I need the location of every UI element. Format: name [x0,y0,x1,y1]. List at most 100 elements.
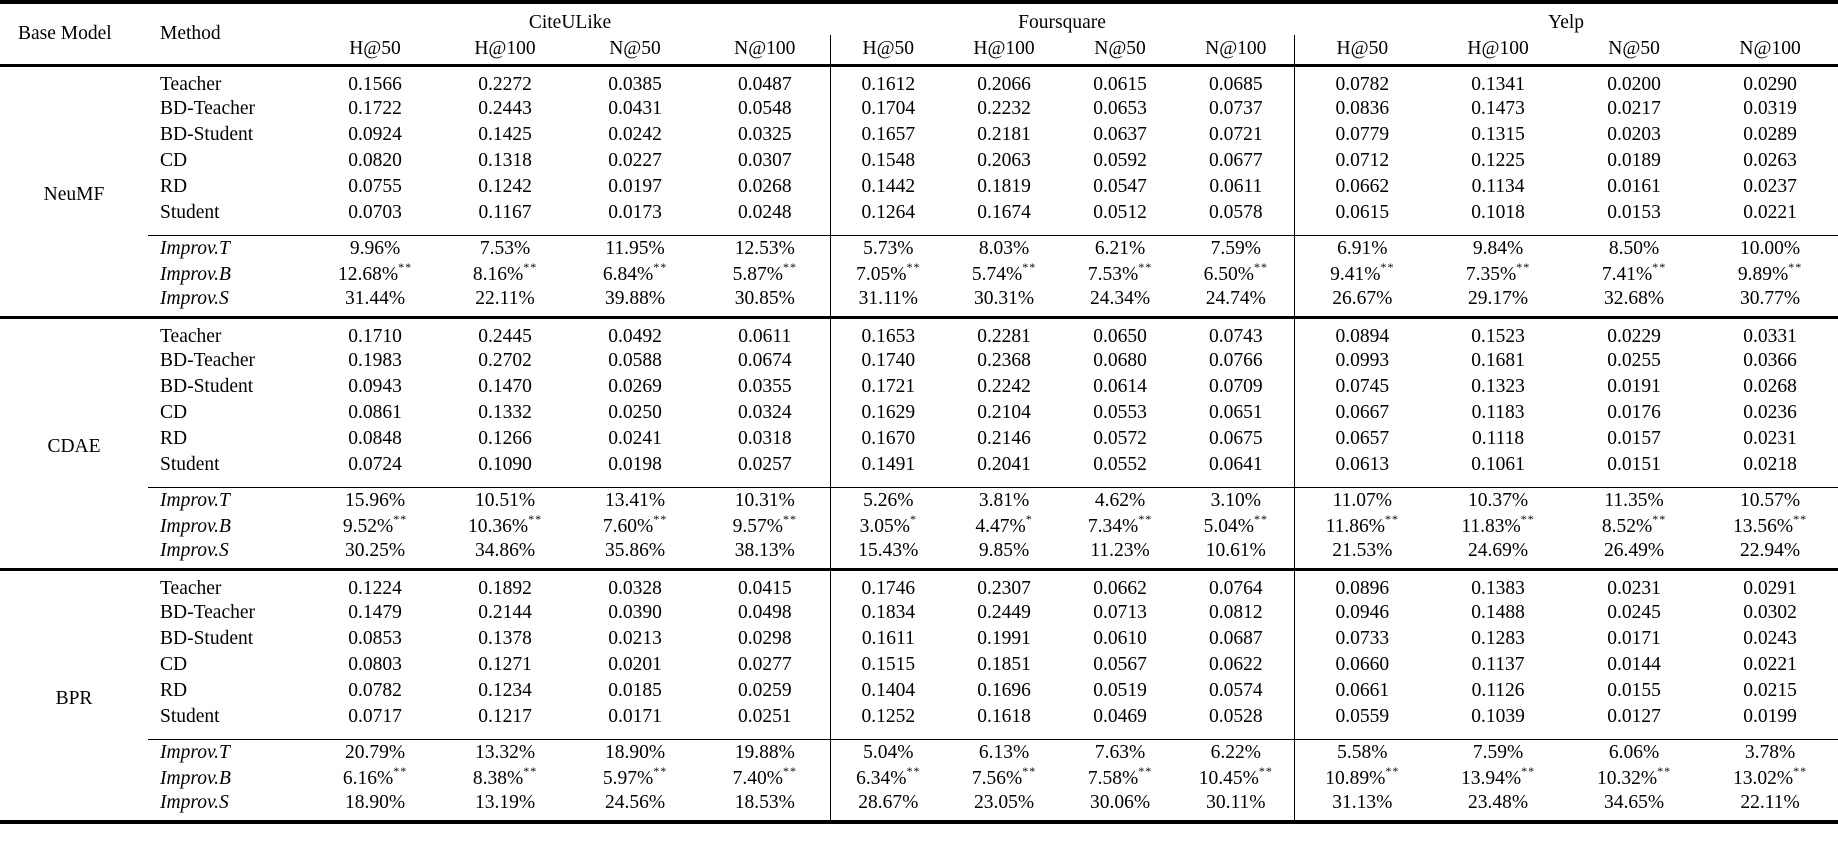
value-cell: 5.87%** [732,260,797,285]
method-label: CD [160,653,188,675]
significance-marker: ** [1657,764,1672,778]
value-cell: 3.05%* [829,512,947,540]
table-row: RD 0.0755 0.1242 0.0197 0.0268 0.1442 0.1819 0.… [0,173,1838,200]
header-group-citeulike: CiteULike [528,12,612,33]
value-cell: 0.0259 [737,679,792,701]
header-citeulike-n50: N@50 [609,38,661,60]
method-label: BD-Teacher [160,349,255,371]
value-cell: 9.96% [349,237,401,259]
value-cell: 0.0657 [1293,425,1431,452]
value-cell: 0.1090 [478,453,532,475]
significance-marker: ** [1022,764,1037,778]
value-cell: 0.0318 [737,427,792,449]
value-cell: 0.1491 [829,451,947,478]
value-cell: 0.0487 [737,73,792,95]
value-cell: 0.0289 [1743,123,1797,145]
value-cell: 0.0307 [737,149,792,171]
value-cell: 0.0189 [1607,149,1661,171]
value-cell: 0.0553 [1093,401,1147,423]
value-cell: 0.1523 [1471,325,1525,347]
value-cell: 13.02%** [1733,764,1808,789]
value-cell: 0.0155 [1607,679,1661,701]
table-row: CDAE Teacher 0.1710 0.2445 0.0492 0.0611 0.165… [0,317,1838,457]
value-cell: 0.0685 [1208,73,1263,95]
value-cell: 0.0519 [1093,679,1147,701]
value-cell: 7.59% [1472,741,1524,763]
value-cell: 0.0390 [608,601,662,623]
value-cell: 0.2445 [478,325,532,347]
value-cell: 0.0737 [1208,97,1263,119]
value-cell: 0.2063 [977,149,1031,171]
value-cell: 0.1383 [1471,577,1525,599]
block-bpr: BPR Teacher 0.1224 0.1892 0.0328 0.0415 0.1746… [0,569,1838,822]
value-cell: 0.0721 [1208,123,1263,145]
value-cell: 0.0588 [608,349,662,371]
value-cell: 5.26% [829,487,947,514]
improv-label: Improv.B [160,767,231,789]
value-cell: 0.1618 [977,705,1031,727]
value-cell: 0.2307 [977,577,1031,599]
value-cell: 6.84%** [602,260,668,285]
value-cell: 0.0201 [608,653,662,675]
value-cell: 0.1039 [1471,705,1525,727]
value-cell: 0.0660 [1293,651,1431,678]
improv-row: Improv.S 18.90% 13.19% 24.56% 18.53% 28.67% 23… [0,791,1838,822]
value-cell: 0.0687 [1208,627,1263,649]
value-cell: 0.1271 [478,653,532,675]
significance-marker: ** [1516,260,1531,274]
value-cell: 0.0171 [1607,627,1661,649]
value-cell: 9.41%** [1293,261,1431,288]
value-cell: 7.35%** [1465,260,1531,285]
significance-marker: ** [523,764,538,778]
value-cell: 9.57%** [732,512,797,537]
method-label: Teacher [160,577,222,599]
significance-marker: * [909,512,917,526]
value-cell: 4.47%* [975,512,1033,537]
midrule [148,225,831,236]
value-cell: 0.0615 [1093,73,1147,95]
value-cell: 0.0227 [608,149,662,171]
value-cell: 23.48% [1468,791,1529,813]
value-cell: 0.2066 [977,73,1031,95]
value-cell: 18.90% [344,791,406,813]
method-label: Student [160,201,220,223]
value-cell: 0.1242 [478,175,532,197]
value-cell: 0.0667 [1293,399,1431,426]
value-cell: 0.0578 [1208,201,1263,223]
significance-marker: ** [1652,512,1667,526]
value-cell: 0.0559 [1293,703,1431,730]
value-cell: 6.06% [1608,741,1660,763]
significance-marker: ** [393,764,408,778]
value-cell: 0.0853 [348,627,402,649]
value-cell: 0.2281 [977,325,1031,347]
value-cell: 0.0298 [737,627,792,649]
value-cell: 0.0199 [1743,705,1797,727]
method-label: CD [160,149,188,171]
value-cell: 0.2702 [478,349,532,371]
value-cell: 0.1710 [348,325,402,347]
method-label: BD-Teacher [160,601,255,623]
midrule [829,477,1295,488]
value-cell: 0.0743 [1208,325,1263,347]
improv-label: Improv.S [160,539,229,561]
value-cell: 7.40%** [732,764,797,789]
midrule-row [0,225,1838,236]
value-cell: 18.90% [604,741,666,763]
value-cell: 11.86%** [1293,513,1431,540]
midrule [829,729,1295,740]
improv-row: Improv.S 30.25% 34.86% 35.86% 38.13% 15.43% 9.… [0,539,1838,569]
value-cell: 23.05% [973,791,1035,813]
value-cell: 7.53% [479,237,531,259]
improv-label: Improv.T [160,489,230,511]
value-cell: 0.0291 [1743,577,1797,599]
value-cell: 0.0677 [1208,149,1263,171]
value-cell: 6.22% [1210,741,1261,763]
value-cell: 0.0245 [1607,601,1661,623]
value-cell: 0.0324 [737,401,792,423]
value-cell: 0.0713 [1093,601,1147,623]
value-cell: 7.60%** [602,512,668,537]
method-label: Student [160,453,220,475]
value-cell: 0.0218 [1743,453,1797,475]
value-cell: 24.56% [604,791,666,813]
